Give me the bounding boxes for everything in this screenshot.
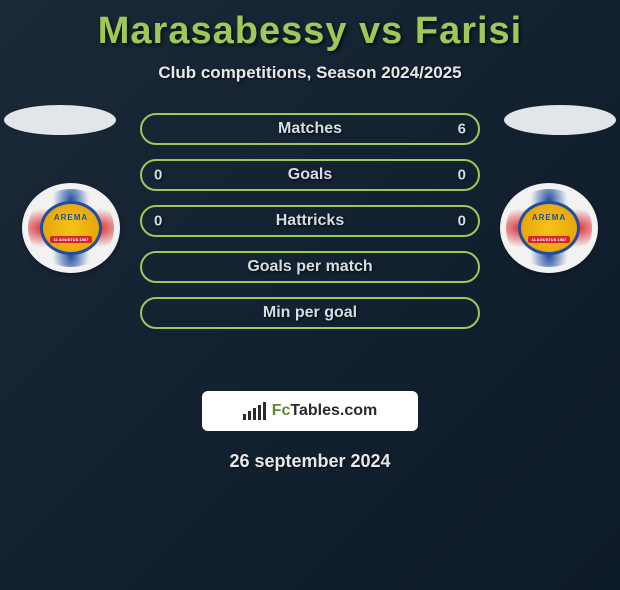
club-badge-left-name: AREMA [54, 213, 88, 222]
stat-right-value: 6 [458, 121, 466, 138]
club-badge-right-name: AREMA [532, 213, 566, 222]
attribution-prefix: Fc [272, 402, 291, 419]
bar-chart-icon [243, 402, 266, 420]
club-badge-left: AREMA 11 AGUSTUS 1987 [22, 183, 120, 273]
stat-label: Matches [278, 120, 342, 138]
stat-label: Goals per match [247, 258, 372, 276]
page-title: Marasabessy vs Farisi [0, 10, 620, 53]
attribution-text: FcTables.com [272, 402, 378, 420]
attribution-suffix: Tables.com [290, 402, 377, 419]
stat-row-goals: 0 Goals 0 [140, 159, 480, 191]
stat-label: Hattricks [276, 212, 344, 230]
stat-label: Goals [288, 166, 332, 184]
club-badge-left-ribbon: 11 AGUSTUS 1987 [50, 236, 93, 243]
club-badge-right-ribbon: 11 AGUSTUS 1987 [528, 236, 571, 243]
stats-list: Matches 6 0 Goals 0 0 Hattricks 0 Goals … [140, 113, 480, 329]
player-left-oval [4, 105, 116, 135]
comparison-panel: AREMA 11 AGUSTUS 1987 AREMA 11 AGUSTUS 1… [0, 113, 620, 373]
generation-date: 26 september 2024 [0, 451, 620, 472]
stat-label: Min per goal [263, 304, 357, 322]
stat-left-value: 0 [154, 213, 162, 230]
stat-row-min-per-goal: Min per goal [140, 297, 480, 329]
page-subtitle: Club competitions, Season 2024/2025 [0, 63, 620, 83]
club-badge-right: AREMA 11 AGUSTUS 1987 [500, 183, 598, 273]
stat-right-value: 0 [458, 213, 466, 230]
stat-left-value: 0 [154, 167, 162, 184]
attribution-badge: FcTables.com [202, 391, 418, 431]
stat-row-hattricks: 0 Hattricks 0 [140, 205, 480, 237]
stat-row-goals-per-match: Goals per match [140, 251, 480, 283]
stat-right-value: 0 [458, 167, 466, 184]
stat-row-matches: Matches 6 [140, 113, 480, 145]
player-right-oval [504, 105, 616, 135]
